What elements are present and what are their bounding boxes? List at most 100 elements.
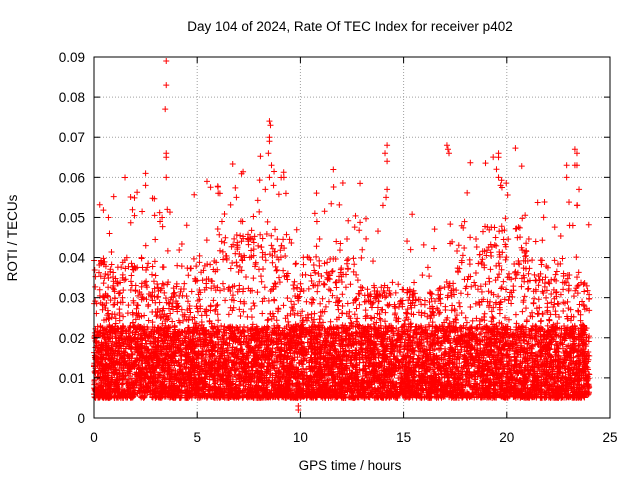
data-point <box>498 285 505 292</box>
data-point <box>322 303 329 310</box>
data-point <box>229 160 236 167</box>
data-point <box>254 289 261 296</box>
data-point <box>128 272 135 279</box>
data-point <box>275 274 282 281</box>
data-point <box>492 234 499 241</box>
data-point <box>409 211 416 218</box>
data-point <box>282 252 289 259</box>
data-point <box>184 298 191 305</box>
data-point <box>219 280 226 287</box>
data-point <box>519 308 526 315</box>
data-point <box>496 228 503 235</box>
data-point <box>256 177 263 184</box>
data-point <box>190 255 197 262</box>
data-point <box>534 199 541 206</box>
data-point <box>127 219 134 226</box>
data-point <box>160 264 167 271</box>
data-point <box>284 295 291 302</box>
data-point <box>411 279 418 286</box>
data-point <box>430 245 437 252</box>
data-point <box>227 265 234 272</box>
data-point <box>237 232 244 239</box>
data-point <box>375 228 382 235</box>
data-point <box>216 231 223 238</box>
data-point <box>551 224 558 231</box>
data-point <box>382 309 389 316</box>
data-point <box>358 254 365 261</box>
data-point <box>271 168 278 175</box>
data-point <box>339 310 346 317</box>
data-point <box>419 272 426 279</box>
data-point <box>447 221 454 228</box>
data-point <box>488 308 495 315</box>
data-point <box>129 206 136 213</box>
data-point <box>122 174 129 181</box>
data-point <box>127 193 134 200</box>
data-point <box>184 265 191 272</box>
data-point <box>280 169 287 176</box>
data-point <box>232 184 239 191</box>
data-point <box>271 280 278 287</box>
data-point <box>463 319 470 326</box>
data-point <box>108 261 115 268</box>
data-point <box>544 307 551 314</box>
data-point <box>264 317 271 324</box>
data-point <box>474 286 481 293</box>
data-point <box>321 208 328 215</box>
data-point <box>557 233 564 240</box>
data-point <box>248 247 255 254</box>
data-point <box>188 288 195 295</box>
data-point <box>357 180 364 187</box>
data-point <box>251 302 258 309</box>
data-point <box>530 299 537 306</box>
data-point <box>350 255 357 262</box>
data-point <box>584 287 591 294</box>
data-point <box>229 260 236 267</box>
data-point <box>573 254 580 261</box>
chart-title: Day 104 of 2024, Rate Of TEC Index for r… <box>187 19 512 34</box>
data-point <box>504 192 511 199</box>
data-point <box>351 261 358 268</box>
data-point <box>464 291 471 298</box>
data-point <box>250 275 257 282</box>
data-point <box>290 285 297 292</box>
data-point <box>389 279 396 286</box>
data-point <box>370 258 377 265</box>
data-point <box>227 201 234 208</box>
data-point <box>255 242 262 249</box>
data-point <box>579 298 586 305</box>
data-point <box>574 274 581 281</box>
data-point <box>525 235 532 242</box>
data-point <box>523 248 530 255</box>
data-point <box>468 283 475 290</box>
data-point <box>250 239 257 246</box>
data-point <box>473 244 480 251</box>
data-point <box>400 286 407 293</box>
data-point <box>272 226 279 233</box>
data-point <box>97 273 104 280</box>
data-point <box>183 222 190 229</box>
data-point <box>280 267 287 274</box>
data-point <box>471 279 478 286</box>
data-point <box>456 303 463 310</box>
data-point <box>108 248 115 255</box>
data-point <box>191 191 198 198</box>
data-point <box>262 257 269 264</box>
data-point <box>303 298 310 305</box>
data-point <box>92 273 99 280</box>
data-point <box>392 289 399 296</box>
data-point <box>548 276 555 283</box>
data-point <box>531 271 538 278</box>
data-point <box>156 299 163 306</box>
data-point <box>539 237 546 244</box>
data-point <box>481 310 488 317</box>
data-point <box>443 279 450 286</box>
data-point <box>559 255 566 262</box>
data-point <box>110 193 117 200</box>
data-point <box>145 260 152 267</box>
data-point <box>222 297 229 304</box>
data-point <box>353 305 360 312</box>
data-point <box>236 263 243 270</box>
data-point <box>516 224 523 231</box>
data-point <box>410 356 417 363</box>
